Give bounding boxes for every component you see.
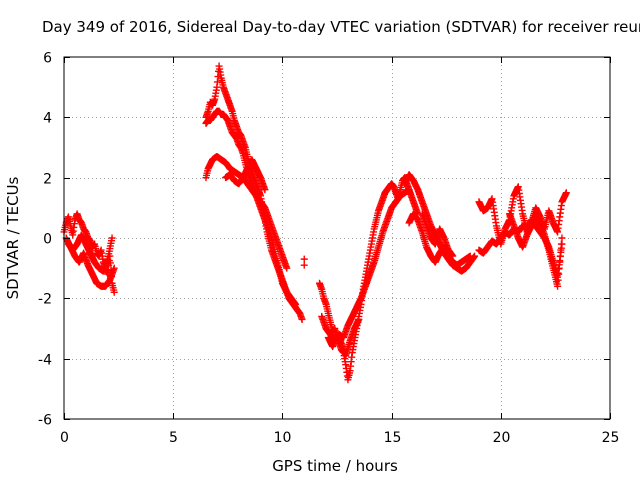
y-axis-label: SDTVAR / TECUs	[4, 176, 22, 299]
x-tick-label: 10	[274, 430, 292, 446]
data-point	[405, 186, 413, 194]
y-tick-label: 6	[43, 51, 52, 67]
data-point	[110, 288, 118, 296]
data-point	[558, 234, 566, 242]
data-point	[554, 276, 562, 284]
x-tick-label: 0	[60, 430, 69, 446]
y-tick-label: 0	[43, 232, 52, 248]
y-tick-label: -2	[38, 292, 52, 308]
data-point	[300, 261, 308, 269]
y-axis-ticks: -6 -4 -2 0 2 4 6	[38, 51, 610, 429]
x-tick-label: 5	[169, 430, 178, 446]
x-tick-label: 25	[602, 430, 620, 446]
data-point	[557, 246, 565, 254]
data-point	[557, 240, 565, 248]
data-point	[562, 189, 570, 197]
x-axis-ticks: 0 5 10 15 20 25	[60, 57, 619, 446]
y-tick-label: -6	[38, 413, 52, 429]
data-point	[554, 282, 562, 290]
series-segment-1c	[64, 231, 116, 275]
data-point	[449, 252, 457, 260]
data-point	[556, 258, 564, 266]
data-point	[355, 315, 363, 323]
y-tick-label: 2	[43, 172, 52, 188]
y-tick-label: 4	[43, 111, 52, 127]
data-point	[556, 252, 564, 260]
chart-title: Day 349 of 2016, Sidereal Day-to-day VTE…	[42, 18, 640, 36]
series-segment-3	[300, 255, 308, 269]
data-point	[108, 234, 116, 242]
data-point	[466, 252, 474, 260]
x-axis-label: GPS time / hours	[272, 457, 398, 475]
data-point	[283, 264, 291, 272]
data-point	[298, 315, 306, 323]
y-tick-label: -4	[38, 353, 52, 369]
series-segment-6c	[506, 210, 566, 290]
data-points	[60, 62, 570, 384]
data-point	[300, 255, 308, 263]
series-segment-1b	[62, 234, 118, 290]
data-point	[261, 186, 269, 194]
data-point	[555, 264, 563, 272]
data-point	[555, 270, 563, 278]
x-tick-label: 15	[384, 430, 402, 446]
x-tick-label: 20	[493, 430, 511, 446]
data-point	[110, 264, 118, 272]
data-point	[292, 300, 300, 308]
series-segment-4c	[324, 315, 363, 360]
series-segment-5c	[418, 210, 457, 260]
series-segment-2d	[222, 156, 269, 194]
